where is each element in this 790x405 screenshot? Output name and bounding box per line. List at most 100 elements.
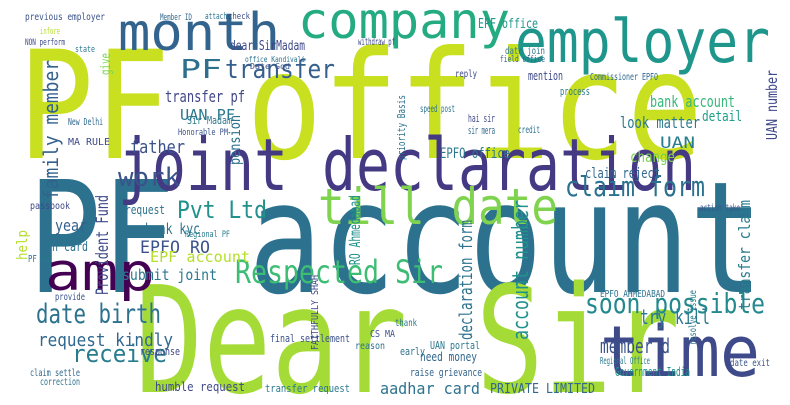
cloud-word: bank account	[650, 92, 735, 111]
cloud-word: check	[228, 12, 250, 22]
cloud-word: early	[400, 345, 425, 358]
cloud-word: Commissioner EPFO	[590, 72, 658, 83]
cloud-word: UAN	[660, 133, 695, 152]
cloud-word: detail	[702, 109, 742, 125]
cloud-word: priority Basis	[395, 95, 408, 160]
cloud-word: Date God	[250, 62, 290, 71]
cloud-word: request kindly	[38, 330, 173, 351]
cloud-word: UAN PF	[180, 106, 235, 124]
cloud-word: sir mera	[468, 124, 495, 137]
cloud-word: correction	[40, 377, 80, 388]
cloud-word: UAN number	[763, 70, 781, 140]
cloud-word: claim settle	[30, 368, 80, 379]
cloud-word: PF account	[28, 148, 763, 329]
cloud-word: date birth	[36, 299, 161, 330]
cloud-word: office Kandivali	[245, 55, 305, 64]
cloud-word: till date	[318, 178, 558, 236]
cloud-word: credit	[518, 125, 540, 136]
cloud-word: Provident Fund	[93, 195, 113, 295]
cloud-word: give	[99, 53, 114, 75]
cloud-word: CS MA	[370, 329, 395, 340]
cloud-word: claim form	[565, 170, 705, 203]
cloud-word: action take	[700, 203, 740, 214]
cloud-word: Regional PF	[185, 230, 230, 240]
cloud-word: receive	[72, 340, 167, 368]
cloud-word: employer	[515, 7, 770, 77]
cloud-word: final settlement	[270, 332, 350, 345]
cloud-word: pension	[226, 115, 244, 165]
cloud-word: withdraw pf	[358, 37, 395, 48]
cloud-word: previous employer	[25, 12, 105, 23]
cloud-word: hai sir	[468, 112, 495, 125]
cloud-word: date exit	[730, 358, 770, 369]
cloud-word: transfer claim	[735, 200, 754, 310]
cloud-word: amp	[45, 243, 155, 303]
cloud-word: aadhar card	[380, 379, 480, 398]
cloud-word: RO Ahmedabad	[346, 195, 364, 265]
cloud-word: declaration form	[456, 220, 477, 340]
cloud-word: reason	[355, 341, 385, 352]
cloud-word: year	[55, 216, 87, 235]
cloud-word: response	[140, 345, 180, 358]
cloud-word: request	[125, 203, 165, 217]
cloud-word: transfer	[225, 55, 335, 85]
cloud-word: soon possible	[585, 287, 765, 320]
cloud-word: dear SirMadam	[230, 39, 305, 54]
cloud-word: company	[298, 0, 510, 50]
cloud-word: humble request	[155, 380, 245, 394]
cloud-word: joint declaration	[118, 123, 696, 207]
cloud-word: member d	[600, 334, 670, 358]
cloud-word: passbook	[30, 201, 70, 212]
cloud-word: Pvt Ltd	[177, 196, 267, 224]
cloud-word: field office	[500, 55, 545, 65]
cloud-word: bank kyc	[145, 220, 200, 238]
cloud-word: transfer pf	[165, 87, 245, 106]
cloud-word: try kill	[640, 305, 710, 329]
cloud-word: Government India	[615, 365, 690, 379]
cloud-word: PRIVATE LIMITED	[490, 382, 595, 397]
cloud-word: provide	[55, 292, 85, 303]
cloud-word: need money	[420, 350, 477, 364]
cloud-word: EPFO office	[440, 146, 510, 162]
cloud-word: family member	[39, 60, 63, 200]
cloud-word: Member ID	[160, 13, 192, 23]
cloud-word: father	[130, 137, 185, 158]
cloud-word: transfer request	[265, 382, 350, 395]
cloud-word: infore	[40, 27, 60, 37]
cloud-word: MA RULE	[68, 137, 110, 148]
cloud-word: process	[560, 85, 590, 98]
cloud-word: EPFO RO	[140, 238, 210, 258]
cloud-word: EPF office	[478, 17, 538, 32]
cloud-word: PF Ac	[28, 254, 50, 265]
cloud-word: EPF account	[150, 248, 250, 266]
cloud-word: reply	[455, 69, 477, 80]
cloud-word: Dear Sir	[135, 255, 680, 405]
cloud-word: submit joint	[122, 266, 217, 284]
cloud-word: month	[118, 3, 280, 63]
cloud-word: resolve issue	[688, 290, 699, 345]
cloud-word: NON perform	[25, 38, 65, 48]
cloud-word: look matter	[620, 113, 700, 132]
cloud-word: Sir Madam	[187, 114, 232, 127]
cloud-word: PF office	[18, 20, 703, 194]
cloud-word: speed post	[420, 104, 455, 115]
cloud-word: Respected Sir	[235, 253, 443, 291]
cloud-word: claim reject	[585, 166, 660, 182]
cloud-word: mention	[528, 69, 563, 83]
cloud-word: work	[118, 163, 180, 193]
cloud-word: raise grievance	[410, 366, 482, 379]
cloud-word: state	[75, 45, 95, 55]
cloud-word: Honorable PM	[178, 128, 228, 138]
cloud-word: time	[600, 311, 760, 393]
cloud-word: date join	[505, 46, 545, 57]
cloud-word: UAN portal	[430, 339, 480, 352]
cloud-word: EPFO AHMEDABAD	[600, 289, 665, 300]
cloud-word: help	[15, 230, 31, 260]
cloud-word: New Delhi	[68, 117, 103, 128]
cloud-word: Regional Office	[600, 356, 650, 367]
cloud-word: FAITHFULLY SHAH	[310, 275, 321, 350]
cloud-word: attach	[205, 12, 227, 22]
cloud-word: thank	[395, 318, 417, 329]
